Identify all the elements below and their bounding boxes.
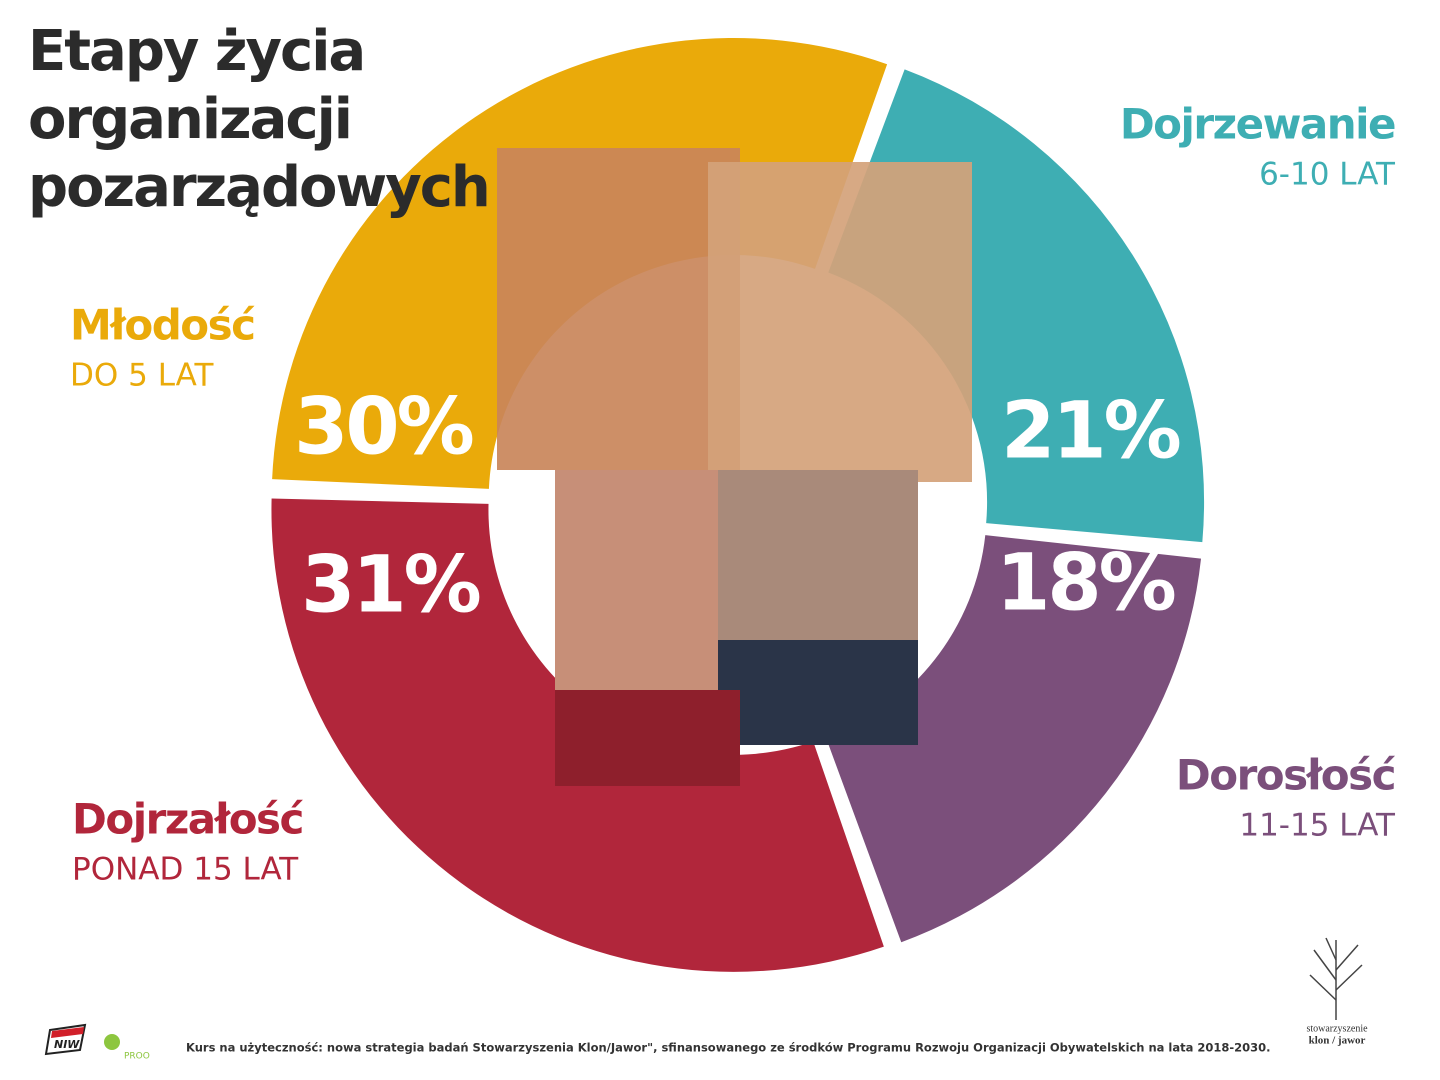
photo-collage (497, 148, 972, 786)
logo-text: PROO (124, 1052, 150, 1062)
category-detail: PONAD 15 LAT (72, 852, 299, 888)
category-detail: DO 5 LAT (70, 358, 214, 394)
footer-note: Kurs na użyteczność: nowa strategia bada… (186, 1041, 1271, 1055)
value-label: 30% (294, 382, 473, 472)
donut-segment (826, 535, 1202, 943)
logo-proo-mark (104, 1034, 120, 1050)
value-label: 21% (1001, 386, 1180, 476)
logo-text: stowarzyszenie (1306, 1023, 1368, 1034)
category-label: Młodość (70, 301, 255, 350)
value-label: 31% (301, 540, 480, 630)
category-detail: 6-10 LAT (1259, 157, 1396, 193)
category-label: Dojrzałość (72, 795, 304, 844)
logo-text: klon / jawor (1309, 1035, 1366, 1047)
value-label: 18% (996, 538, 1175, 628)
logo-text: NIW (54, 1038, 80, 1051)
category-label: Dorosłość (1176, 751, 1396, 800)
chart-title: Etapy życia organizacji pozarządowych (28, 19, 491, 220)
category-detail: 11-15 LAT (1239, 808, 1396, 844)
category-label: Dojrzewanie (1120, 100, 1395, 149)
logo-niw (44, 1023, 87, 1056)
logo-klon (1309, 937, 1363, 1020)
